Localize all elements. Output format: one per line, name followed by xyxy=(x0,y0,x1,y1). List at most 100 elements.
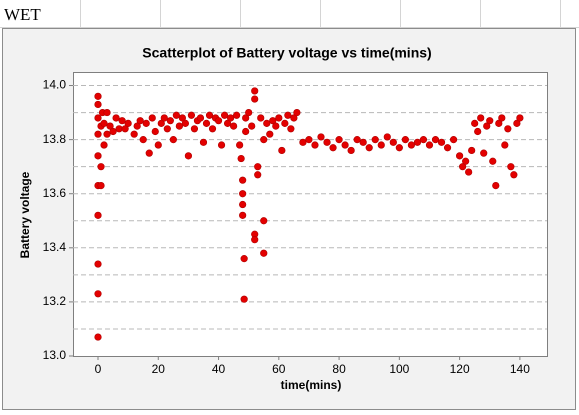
point xyxy=(425,141,434,149)
point xyxy=(389,138,397,146)
point xyxy=(317,133,325,141)
point xyxy=(106,122,114,130)
point xyxy=(94,152,102,160)
point xyxy=(217,141,226,149)
point xyxy=(287,125,295,133)
point xyxy=(504,125,512,133)
plot-layer: 13.0 13.2 13.4 13.6 13.8 14.0 0 20 40 60 80 100 120 1… xyxy=(43,78,547,376)
point xyxy=(347,146,355,155)
point xyxy=(169,136,177,144)
point xyxy=(501,141,509,149)
point xyxy=(94,114,102,122)
point xyxy=(175,122,183,130)
point xyxy=(407,141,415,149)
point xyxy=(239,211,247,219)
point xyxy=(359,138,367,146)
point xyxy=(507,163,515,171)
y-tick-label: 13.0 xyxy=(43,348,67,362)
point xyxy=(160,114,168,122)
point xyxy=(233,111,241,119)
point xyxy=(242,127,250,136)
point xyxy=(239,190,247,198)
point xyxy=(353,136,361,144)
point xyxy=(281,119,289,127)
point xyxy=(94,260,102,268)
point xyxy=(510,171,518,179)
sheet-grid xyxy=(0,0,579,28)
point xyxy=(94,100,102,109)
y-tick-label: 13.6 xyxy=(43,186,67,200)
point xyxy=(456,152,464,160)
point xyxy=(199,138,208,146)
point xyxy=(462,157,470,165)
point xyxy=(465,168,473,176)
point xyxy=(100,119,108,127)
point xyxy=(121,125,129,133)
point xyxy=(202,119,211,127)
point xyxy=(335,136,343,144)
plot-area xyxy=(73,72,548,357)
point xyxy=(166,117,174,125)
point xyxy=(245,108,253,117)
point xyxy=(513,119,521,127)
point xyxy=(477,114,485,122)
point xyxy=(489,157,497,165)
point xyxy=(205,111,214,119)
point xyxy=(323,138,331,146)
point xyxy=(136,117,144,125)
y-tick-label: 14.0 xyxy=(43,78,67,92)
point xyxy=(214,117,223,125)
point xyxy=(266,130,274,138)
point xyxy=(251,236,259,244)
point xyxy=(471,119,479,127)
point xyxy=(419,136,428,144)
point xyxy=(483,122,491,130)
point xyxy=(100,141,108,149)
point xyxy=(230,122,238,130)
point xyxy=(443,144,452,152)
point xyxy=(480,149,488,157)
x-tick-label: 60 xyxy=(272,362,286,376)
point xyxy=(290,114,298,122)
x-tick-label: 140 xyxy=(510,362,530,376)
point xyxy=(94,290,102,298)
point xyxy=(94,92,102,100)
x-tick-label: 20 xyxy=(152,362,166,376)
y-tick-label: 13.8 xyxy=(43,132,67,146)
point xyxy=(94,130,102,138)
point xyxy=(299,138,307,146)
point xyxy=(196,114,205,122)
point xyxy=(145,149,153,157)
point xyxy=(492,182,500,190)
point xyxy=(278,146,286,155)
point xyxy=(157,119,165,127)
point xyxy=(495,119,503,127)
point xyxy=(275,114,283,122)
point xyxy=(254,163,262,171)
point xyxy=(260,217,268,225)
point xyxy=(133,122,141,130)
point xyxy=(97,182,105,190)
point xyxy=(468,146,476,155)
point xyxy=(413,138,422,146)
point xyxy=(103,108,111,117)
point xyxy=(401,136,409,144)
point xyxy=(103,130,111,138)
point xyxy=(118,117,126,125)
point xyxy=(486,117,494,125)
x-tick-label: 40 xyxy=(212,362,226,376)
point xyxy=(237,154,245,163)
point xyxy=(181,119,189,127)
point xyxy=(239,176,247,184)
point xyxy=(172,111,180,119)
point xyxy=(365,144,373,152)
point xyxy=(94,211,102,219)
y-tick-label: 13.2 xyxy=(43,294,67,308)
point xyxy=(94,333,102,341)
point xyxy=(498,114,506,122)
cell-text: WET xyxy=(4,5,41,24)
point xyxy=(251,87,259,95)
y-tick-label: 13.4 xyxy=(43,240,67,254)
